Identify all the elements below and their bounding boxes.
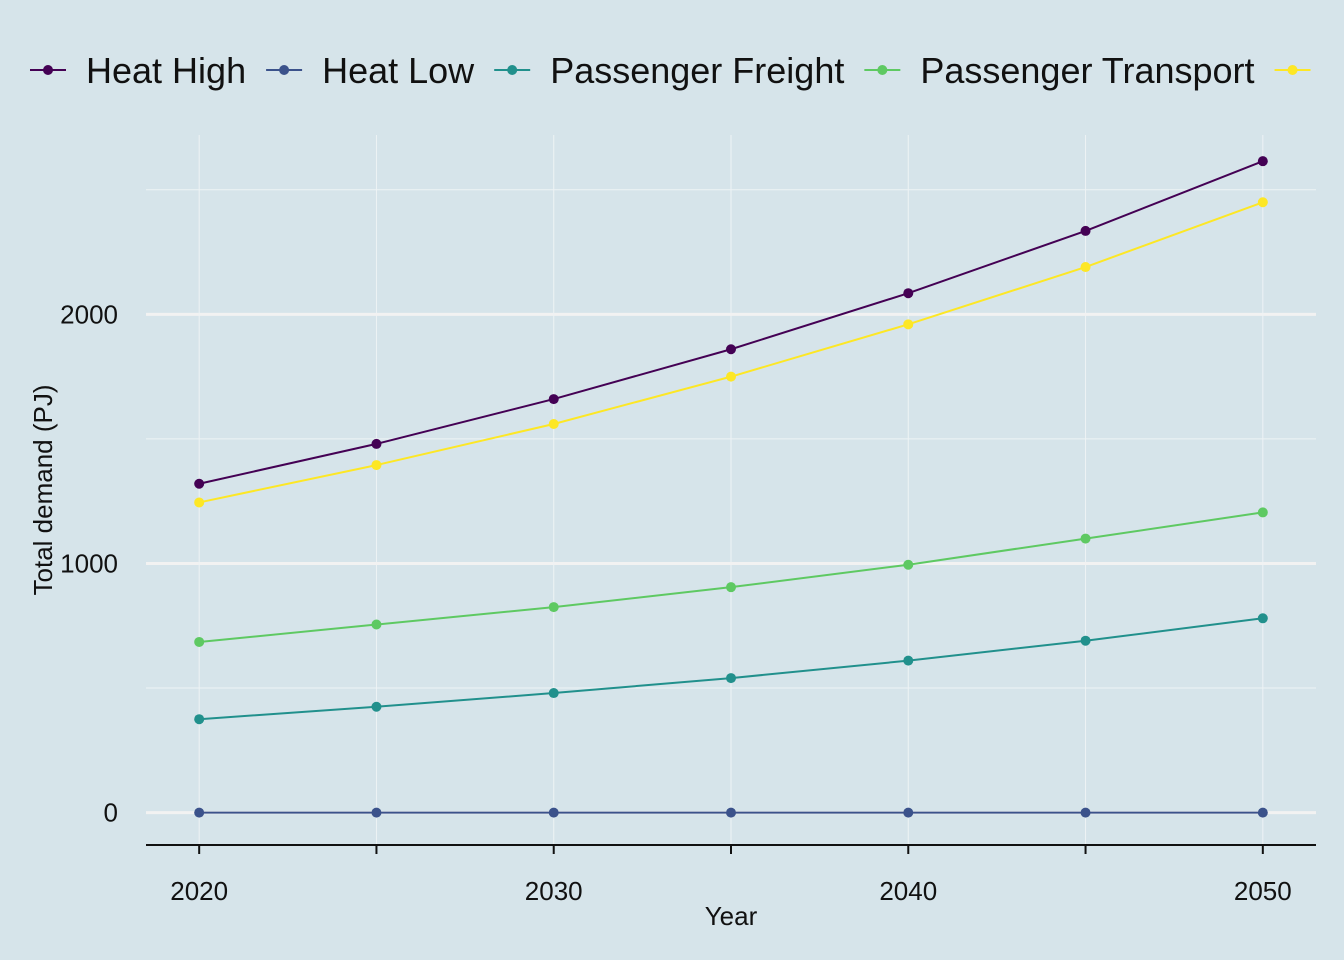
data-point-2-0 [194,714,205,725]
series-layer [194,156,1268,818]
data-point-1-0 [194,807,205,818]
legend-key-point-0 [43,65,53,75]
data-point-0-3 [726,344,736,355]
legend-label-1: Heat Low [322,50,475,91]
x-tick-label: 2040 [879,876,937,906]
x-tick-label: 2030 [525,876,583,906]
data-point-1-2 [548,807,559,818]
data-point-4-2 [548,418,559,429]
data-point-4-4 [903,319,914,330]
y-tick-label: 2000 [60,299,118,329]
legend-label-2: Passenger Freight [550,50,844,91]
data-point-4-1 [371,460,382,471]
data-point-0-2 [548,394,559,405]
data-point-3-4 [903,559,914,570]
legend-key-point-4 [1287,65,1298,75]
y-tick-label: 0 [104,798,118,828]
legend-label-3: Passenger Transport [920,50,1254,91]
data-point-1-1 [371,807,382,818]
legend-key-point-1 [279,65,290,75]
x-axis-title: Year [705,901,758,931]
data-point-1-6 [1257,807,1268,818]
data-point-2-5 [1080,635,1091,646]
data-point-2-2 [548,688,559,699]
data-point-0-1 [371,438,382,449]
data-point-3-2 [548,602,559,613]
x-tick-label: 2020 [170,876,228,906]
data-point-3-0 [194,636,205,647]
legend: Heat High Heat Low Passenger Freight Passen… [30,50,1311,91]
grid [146,135,1316,845]
x-tick-label: 2050 [1234,876,1292,906]
y-axis-title: Total demand (PJ) [28,385,58,596]
data-point-3-1 [371,619,382,630]
legend-key-point-2 [507,65,518,75]
data-point-4-5 [1080,262,1091,273]
data-point-0-0 [194,478,205,489]
data-point-0-6 [1257,156,1268,167]
data-point-4-6 [1257,197,1268,208]
data-point-1-3 [726,807,736,818]
data-point-1-4 [903,807,914,818]
data-point-4-3 [726,371,736,382]
data-point-2-3 [726,673,736,684]
y-tick-label: 1000 [60,548,118,578]
data-point-2-1 [371,701,382,712]
data-point-3-5 [1080,533,1091,544]
data-point-0-5 [1080,225,1091,236]
data-point-2-4 [903,655,914,666]
data-point-1-5 [1080,807,1091,818]
data-point-3-3 [726,582,736,593]
legend-label-0: Heat High [86,50,246,91]
data-point-3-6 [1257,507,1268,518]
axes: 2020 2030 2040 2050 0 1000 2000 [60,299,1316,906]
data-point-2-6 [1257,613,1268,624]
data-point-4-0 [194,497,205,508]
legend-key-point-3 [877,65,888,75]
data-point-0-4 [903,288,914,299]
